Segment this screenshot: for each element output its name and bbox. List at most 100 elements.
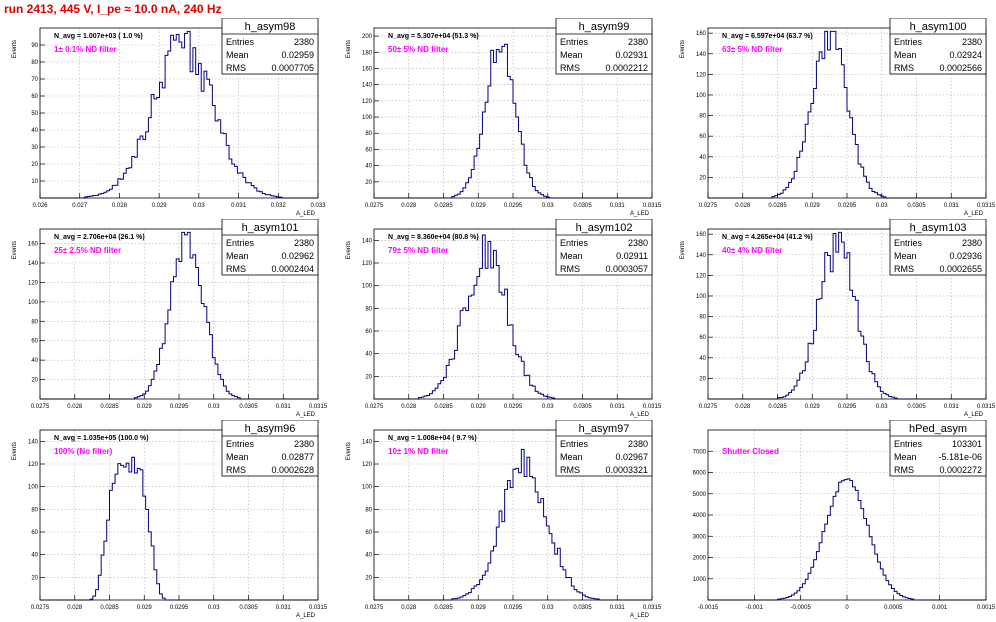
x-tick-label: 0.0315 bbox=[643, 404, 662, 410]
stats-value: 2380 bbox=[962, 238, 982, 248]
x-tick-label: 0.0285 bbox=[434, 404, 453, 410]
y-tick-label: 4000 bbox=[693, 513, 707, 519]
x-tick-label: 0.03 bbox=[542, 203, 554, 209]
x-tick-label: 0.0285 bbox=[768, 203, 787, 209]
stats-box bbox=[221, 18, 319, 75]
y-tick-label: 60 bbox=[365, 147, 372, 153]
x-tick-label: 0.0315 bbox=[309, 404, 328, 410]
stats-key: RMS bbox=[894, 264, 914, 274]
y-tick-label: 80 bbox=[365, 131, 372, 137]
x-axis-title: A_LED bbox=[296, 211, 316, 217]
y-tick-label: 10 bbox=[31, 179, 38, 185]
x-tick-label: 0.029 bbox=[805, 203, 821, 209]
stats-key: Mean bbox=[894, 251, 917, 261]
stats-value: 0.0002404 bbox=[271, 264, 314, 274]
filter-note: 40± 4% ND filter bbox=[722, 246, 782, 255]
stats-key: RMS bbox=[560, 465, 580, 475]
x-tick-label: 0.0315 bbox=[977, 203, 996, 209]
x-tick-label: 0.0285 bbox=[434, 203, 453, 209]
y-tick-label: 50 bbox=[31, 111, 38, 117]
histogram-pane-hPed_asym: -0.0015 -0.001 -0.0005 0 0.0005 0.001 0.0015 10… bbox=[693, 420, 996, 611]
y-axis-title: Events bbox=[346, 442, 352, 460]
stats-box bbox=[889, 18, 987, 75]
y-tick-label: 6000 bbox=[693, 471, 707, 477]
y-tick-label: 3000 bbox=[693, 534, 707, 540]
x-tick-label: -0.0005 bbox=[790, 605, 811, 611]
x-tick-label: 0.0275 bbox=[365, 203, 384, 209]
x-tick-label: 0.0305 bbox=[907, 404, 926, 410]
y-tick-label: 80 bbox=[31, 507, 38, 513]
histogram-pane-h_asym96: 0.0275 0.028 0.0285 0.029 0.0295 0.03 0.0305 0.… bbox=[12, 420, 328, 619]
stats-value: 2380 bbox=[628, 37, 648, 47]
stats-key: Entries bbox=[560, 238, 589, 248]
x-tick-label: 0.0305 bbox=[239, 605, 258, 611]
histogram-pane-h_asym103: 0.0275 0.028 0.0285 0.029 0.0295 0.03 0.0305 0.… bbox=[680, 219, 996, 418]
y-tick-label: 120 bbox=[696, 72, 707, 78]
stats-value: 0.0002566 bbox=[939, 63, 982, 73]
y-tick-label: 140 bbox=[362, 238, 373, 244]
y-tick-label: 80 bbox=[365, 507, 372, 513]
stats-box bbox=[221, 420, 319, 477]
x-tick-label: 0.029 bbox=[137, 605, 153, 611]
x-tick-label: 0.031 bbox=[944, 404, 960, 410]
stats-title: h_asym100 bbox=[910, 21, 967, 33]
stats-title: h_asym98 bbox=[245, 21, 296, 33]
y-tick-label: 5000 bbox=[693, 492, 707, 498]
x-tick-label: 0.0295 bbox=[504, 203, 523, 209]
y-tick-label: 80 bbox=[699, 114, 706, 120]
x-tick-label: 0.031 bbox=[610, 605, 626, 611]
y-tick-label: 70 bbox=[31, 77, 38, 83]
y-tick-label: 120 bbox=[28, 462, 39, 468]
stats-value: 0.02877 bbox=[281, 452, 314, 462]
y-tick-label: 200 bbox=[362, 34, 373, 40]
histogram-pane-h_asym101: 0.0275 0.028 0.0285 0.029 0.0295 0.03 0.0305 0.… bbox=[12, 219, 328, 418]
y-axis-title: Events bbox=[12, 442, 18, 460]
stats-box bbox=[221, 219, 319, 276]
y-tick-label: 2000 bbox=[693, 556, 707, 562]
y-tick-label: 40 bbox=[365, 352, 372, 358]
x-tick-label: 0.0315 bbox=[309, 605, 328, 611]
x-tick-label: 0.0305 bbox=[907, 203, 926, 209]
x-tick-label: 0.0275 bbox=[31, 404, 50, 410]
x-tick-label: 0.0295 bbox=[170, 404, 189, 410]
stats-key: Mean bbox=[226, 50, 249, 60]
y-tick-label: 1000 bbox=[693, 577, 707, 583]
y-axis-title: Events bbox=[680, 241, 686, 259]
x-tick-label: 0.028 bbox=[401, 605, 417, 611]
stats-value: 0.02936 bbox=[949, 251, 982, 261]
filter-note: 50± 5% ND filter bbox=[388, 45, 448, 54]
x-tick-label: 0.029 bbox=[152, 203, 168, 209]
x-tick-label: 0.028 bbox=[401, 203, 417, 209]
stats-title: h_asym96 bbox=[245, 423, 296, 435]
x-tick-label: 0.001 bbox=[932, 605, 948, 611]
stats-key: RMS bbox=[226, 465, 246, 475]
y-tick-label: 20 bbox=[31, 575, 38, 581]
x-tick-label: 0.0315 bbox=[977, 404, 996, 410]
y-tick-label: 160 bbox=[696, 232, 707, 238]
x-axis-title: A_LED bbox=[964, 412, 984, 418]
histogram-pane-h_asym102: 0.0275 0.028 0.0285 0.029 0.0295 0.03 0.0305 0.… bbox=[346, 219, 662, 418]
x-tick-label: 0.0295 bbox=[170, 605, 189, 611]
x-tick-label: 0.031 bbox=[276, 404, 292, 410]
y-tick-label: 20 bbox=[699, 376, 706, 382]
y-tick-label: 140 bbox=[28, 439, 39, 445]
navg-label: N_avg = 8.360e+04 (80.8 %) bbox=[388, 234, 479, 241]
stats-key: RMS bbox=[560, 63, 580, 73]
stats-key: Entries bbox=[894, 439, 923, 449]
navg-label: N_avg = 1.008e+04 ( 9.7 %) bbox=[388, 435, 477, 442]
navg-label: N_avg = 2.706e+04 (26.1 %) bbox=[54, 234, 145, 241]
x-tick-label: 0.03 bbox=[193, 203, 205, 209]
x-axis-title: A_LED bbox=[964, 211, 984, 217]
x-tick-label: 0.0015 bbox=[977, 605, 996, 611]
y-tick-label: 40 bbox=[31, 128, 38, 134]
y-tick-label: 140 bbox=[696, 253, 707, 259]
y-tick-label: 7000 bbox=[693, 449, 707, 455]
navg-label: N_avg = 1.007e+03 ( 1.0 %) bbox=[54, 33, 143, 40]
stats-key: RMS bbox=[894, 63, 914, 73]
stats-title: hPed_asym bbox=[909, 423, 967, 435]
stats-value: 0.02962 bbox=[281, 251, 314, 261]
x-tick-label: 0.032 bbox=[271, 203, 287, 209]
x-tick-label: 0.0285 bbox=[100, 404, 119, 410]
x-tick-label: 0.0285 bbox=[768, 404, 787, 410]
filter-note: 100% (No filter) bbox=[54, 447, 113, 456]
